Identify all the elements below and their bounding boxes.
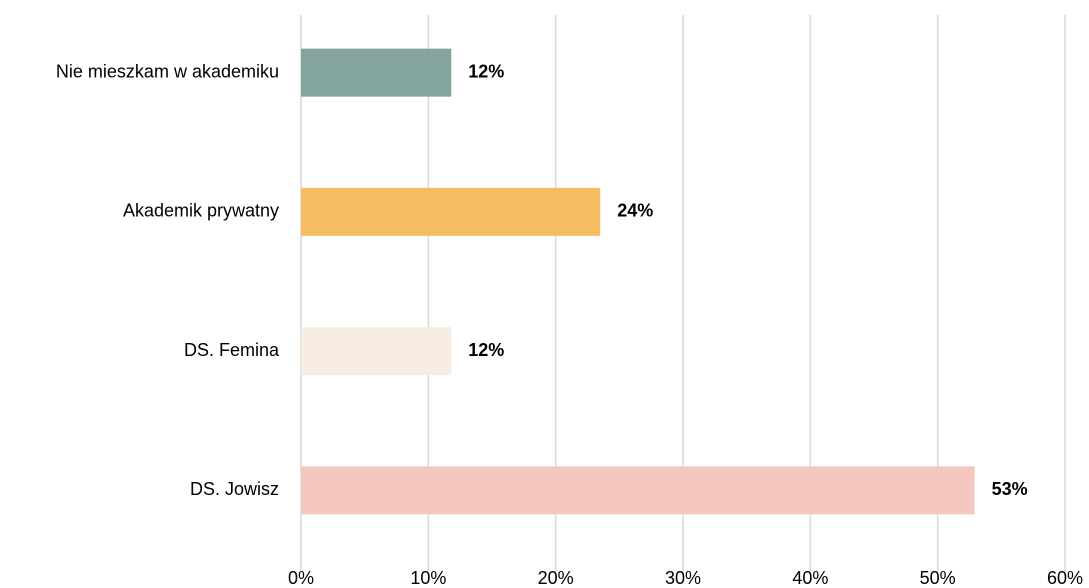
bar xyxy=(301,466,975,515)
x-tick-label: 50% xyxy=(920,568,956,588)
x-tick-label: 0% xyxy=(288,568,314,588)
bar xyxy=(301,187,601,236)
y-tick-label: DS. Jowisz xyxy=(190,479,279,499)
value-label: 12% xyxy=(468,61,504,81)
x-tick-label: 60% xyxy=(1047,568,1083,588)
bar xyxy=(301,327,452,376)
x-tick-label: 10% xyxy=(410,568,446,588)
y-tick-label: DS. Femina xyxy=(184,340,280,360)
y-tick-label: Akademik prywatny xyxy=(123,201,279,221)
value-label: 53% xyxy=(992,479,1028,499)
value-label: 12% xyxy=(468,340,504,360)
y-tick-label: Nie mieszkam w akademiku xyxy=(56,61,279,81)
value-label: 24% xyxy=(617,201,653,221)
x-tick-label: 20% xyxy=(538,568,574,588)
bar xyxy=(301,48,452,97)
x-tick-label: 30% xyxy=(665,568,701,588)
x-tick-label: 40% xyxy=(792,568,828,588)
